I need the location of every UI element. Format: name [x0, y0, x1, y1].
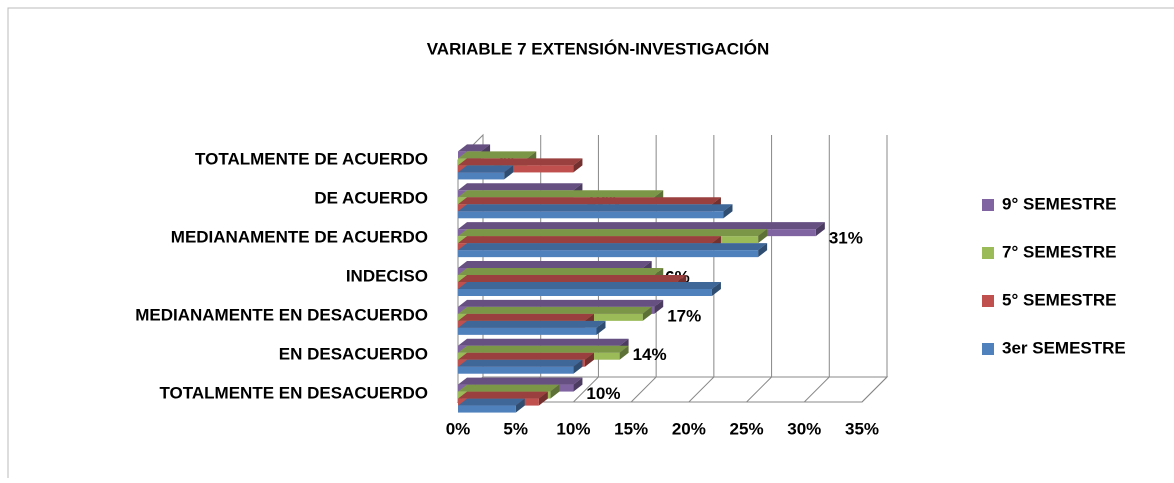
bar-face — [596, 320, 606, 335]
bar-face — [458, 190, 664, 198]
chart-frame — [7, 7, 1174, 478]
bar-face — [458, 243, 768, 251]
bar-face — [458, 183, 583, 191]
value-label: 14% — [633, 345, 667, 364]
bar — [458, 398, 525, 413]
bar — [458, 243, 768, 258]
value-label: 10% — [586, 384, 620, 403]
bar-face — [458, 306, 652, 314]
legend-label: 3er SEMESTRE — [1002, 338, 1126, 357]
bar-face — [723, 204, 733, 219]
x-tick-label: 20% — [672, 419, 706, 438]
bar-face — [619, 345, 629, 360]
x-tick-label: 5% — [503, 419, 528, 438]
bar-face — [458, 236, 721, 244]
floor-line — [746, 376, 772, 403]
floor-line — [861, 376, 888, 403]
x-tick-label: 0% — [446, 419, 471, 438]
bar-face — [458, 366, 574, 374]
bar-face — [458, 158, 583, 166]
x-tick-label: 10% — [556, 419, 590, 438]
floor-line — [630, 376, 657, 403]
bar-face — [458, 282, 721, 289]
bar — [458, 158, 583, 173]
bar-face — [573, 359, 583, 374]
bar-face — [458, 275, 687, 282]
legend-label: 7° SEMESTRE — [1002, 242, 1117, 261]
bar-face — [458, 204, 733, 212]
category-label: TOTALMENTE DE ACUERDO — [195, 149, 428, 168]
bar-face — [458, 165, 514, 173]
value-label: 31% — [829, 229, 863, 248]
x-tick-label: 30% — [787, 419, 821, 438]
bar-face — [458, 384, 560, 392]
bar-face — [458, 299, 664, 307]
bar-face — [458, 261, 652, 268]
legend-swatch — [982, 295, 994, 307]
bar-face — [458, 320, 606, 328]
category-label: DE ACUERDO — [314, 188, 428, 207]
bar — [458, 204, 733, 219]
bar-face — [458, 229, 768, 237]
bar-face — [458, 359, 583, 367]
bar-face — [711, 282, 721, 296]
bar-face — [458, 172, 505, 180]
bar-face — [458, 352, 594, 360]
legend-swatch — [982, 247, 994, 259]
x-tick-label: 15% — [614, 419, 648, 438]
bar-face — [458, 250, 759, 258]
bar-face — [584, 352, 594, 367]
category-label: INDECISO — [346, 266, 428, 285]
bar — [458, 165, 514, 180]
bar-face — [458, 222, 825, 230]
bar-face — [458, 197, 721, 205]
category-label: MEDIANAMENTE EN DESACUERDO — [135, 305, 428, 324]
bar — [458, 359, 583, 374]
bar-face — [458, 144, 491, 152]
bar-face — [458, 391, 548, 399]
bar-face — [758, 243, 768, 258]
bar-face — [458, 398, 525, 406]
bar-face — [815, 222, 825, 237]
bar — [458, 282, 721, 296]
bar-face — [538, 391, 548, 406]
bar — [458, 320, 606, 335]
bar-face — [458, 338, 629, 346]
bar-face — [515, 398, 525, 413]
category-label: EN DESACUERDO — [279, 344, 428, 363]
bar-face — [458, 165, 574, 173]
category-label: TOTALMENTE EN DESACUERDO — [159, 383, 428, 402]
value-label: 17% — [667, 306, 701, 325]
bar-face — [504, 165, 514, 180]
bar-face — [458, 211, 724, 219]
bar-face — [654, 299, 664, 314]
bar-face — [458, 151, 537, 159]
bar-face — [758, 229, 768, 244]
bar-face — [458, 345, 629, 353]
x-tick-label: 35% — [845, 419, 879, 438]
bar-face — [458, 327, 597, 335]
bar-face — [642, 306, 652, 321]
floor-line — [573, 376, 599, 403]
floor-line — [803, 376, 830, 403]
bar-face — [458, 313, 594, 321]
chart-title: VARIABLE 7 EXTENSIÓN-INVESTIGACIÓN — [427, 39, 770, 58]
bar-face — [550, 384, 560, 399]
bar-face — [458, 268, 664, 275]
legend-label: 5° SEMESTRE — [1002, 290, 1117, 309]
floor-line — [688, 376, 715, 403]
legend-swatch — [982, 343, 994, 355]
legend-label: 9° SEMESTRE — [1002, 194, 1117, 213]
bar-face — [458, 289, 712, 296]
category-label: MEDIANAMENTE DE ACUERDO — [171, 227, 428, 246]
bar-face — [573, 377, 583, 392]
bar-face — [458, 405, 516, 413]
x-tick-label: 25% — [730, 419, 764, 438]
bar-face — [458, 377, 583, 385]
legend-swatch — [982, 199, 994, 211]
bar-face — [573, 158, 583, 173]
